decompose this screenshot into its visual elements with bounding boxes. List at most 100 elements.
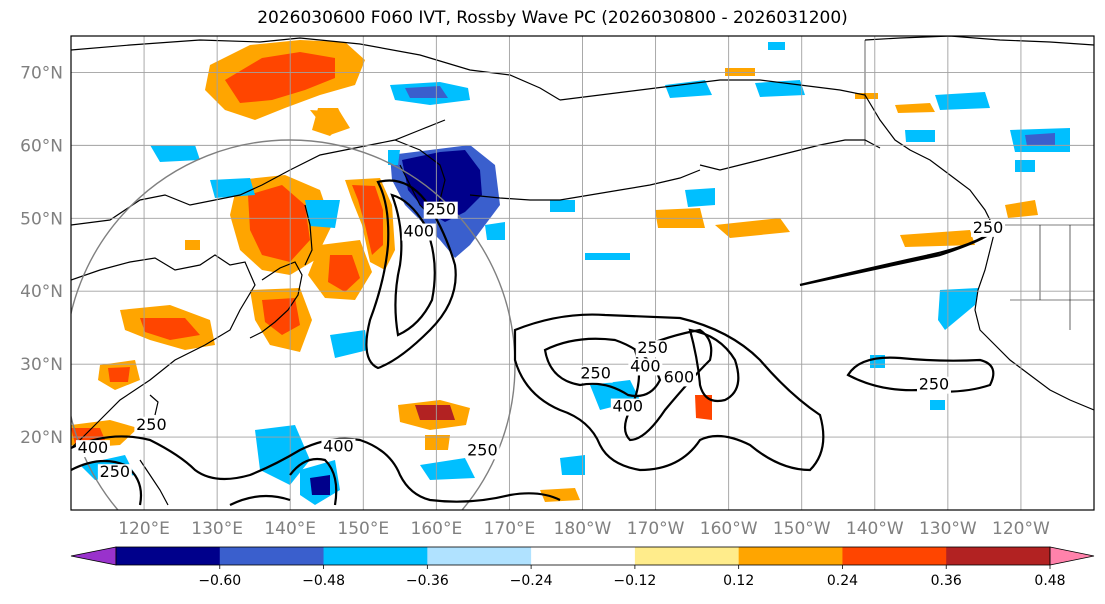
map-border: [70, 35, 1095, 511]
longitude-tick-label: 130°E: [191, 519, 243, 539]
pc-positive-patch: [540, 488, 580, 502]
pc-positive-patch: [185, 240, 200, 250]
pc-negative-patch: [768, 42, 785, 50]
contour-label: 250: [467, 440, 498, 459]
coastline-alaska-peninsula: [699, 139, 881, 171]
contour-label: 400: [613, 397, 644, 416]
colorbar-extend-high: [1049, 546, 1095, 566]
longitude-tick-label: 120°E: [118, 519, 170, 539]
ivt-contours: [71, 179, 996, 506]
contour-label-background: [134, 416, 169, 434]
pc-negative-patch: [150, 145, 200, 162]
longitude-tick-label: 160°E: [411, 519, 463, 539]
pc-negative-patch: [405, 86, 448, 98]
reference-circle: [71, 139, 516, 510]
ivt-contour: [846, 356, 995, 393]
latitude-tick-label: 70°N: [20, 63, 63, 83]
pc-negative-patch: [388, 150, 400, 165]
ivt-contour: [543, 337, 662, 398]
colorbar-bin: [738, 547, 843, 565]
longitude-tick-label: 150°W: [773, 519, 831, 539]
longitude-tick-label: 170°E: [484, 519, 536, 539]
contour-label-background: [465, 442, 500, 460]
colorbar-bin: [427, 547, 532, 565]
colorbar-tick-label: −0.12: [613, 573, 656, 589]
colorbar-tick-label: −0.24: [510, 573, 553, 589]
longitude-tick-label: 130°W: [919, 519, 977, 539]
coastline-philippines: [139, 459, 169, 506]
pc-positive-patch: [225, 52, 335, 103]
colorbar-bin: [842, 547, 947, 565]
colorbar-bin: [946, 547, 1051, 565]
contour-label-background: [661, 369, 696, 387]
ivt-contour: [229, 494, 291, 506]
pc-positive-patch: [108, 367, 130, 382]
latitude-tick-label: 20°N: [20, 428, 63, 448]
colorbar-bin: [531, 547, 636, 565]
pc-positive-patch: [695, 395, 712, 420]
colorbar-tick-label: 0.48: [1034, 573, 1065, 589]
pc-negative-patch: [485, 222, 505, 240]
coastline-asia-east: [71, 119, 446, 226]
pc-positive-patch: [425, 435, 450, 450]
coastline-aleutians: [469, 169, 701, 201]
contour-label: 400: [78, 438, 109, 457]
longitude-tick-label: 170°W: [627, 519, 685, 539]
colorbar-bin: [634, 547, 740, 565]
colorbar-bin: [323, 547, 428, 565]
pc-negative-patch: [255, 425, 310, 485]
coastline-kamchatka: [394, 139, 446, 216]
coastline-japan: [249, 261, 303, 339]
pc-positive-patch: [248, 185, 310, 262]
contour-label: 400: [323, 437, 354, 456]
pc-positive-patch: [140, 318, 200, 340]
coastlines: [71, 36, 1094, 506]
contour-label-background: [610, 398, 645, 416]
longitude-tick-label: 120°W: [992, 519, 1050, 539]
latitude-tick-label: 60°N: [20, 136, 63, 156]
contour-label-background: [423, 201, 458, 219]
contour-label-background: [321, 438, 356, 456]
pc-positive-patch: [328, 255, 360, 292]
ivt-contour: [513, 313, 825, 472]
pc-positive-patch: [352, 185, 383, 255]
contour-label: 250: [100, 462, 131, 481]
contour-label: 250: [136, 415, 167, 434]
contour-label: 250: [580, 364, 611, 383]
longitude-tick-label: 150°E: [337, 519, 389, 539]
pc-positive-patch: [415, 405, 455, 420]
chart-title: 2026030600 F060 IVT, Rossby Wave PC (202…: [257, 8, 848, 28]
contour-label: 600: [664, 367, 695, 386]
colorbar-extend-low: [70, 546, 117, 566]
pc-positive-patch: [715, 218, 790, 238]
pc-negative-patch: [665, 80, 712, 98]
colorbar-tick-label: −0.36: [406, 573, 449, 589]
contour-label: 250: [637, 338, 668, 357]
coastline-asia-north: [71, 37, 561, 101]
latitude-tick-label: 50°N: [20, 209, 63, 229]
coastline-north-america-west: [974, 229, 1094, 411]
longitude-labels: 120°E 130°E 140°E 150°E 160°E 170°E 180°W 170°W…: [118, 519, 1050, 539]
colorbar-bin: [219, 547, 325, 565]
pc-positive-patch: [725, 68, 755, 76]
colorbar-tick-label: 0.12: [723, 573, 754, 589]
coastline-arctic-canada: [864, 36, 1094, 46]
contour-label-background: [75, 440, 110, 458]
pc-negative-patch: [310, 475, 330, 495]
ivt-contour: [289, 457, 338, 506]
pc-negative-patch: [1025, 133, 1055, 146]
contour-label-background: [97, 464, 132, 482]
pc-negative-patch: [905, 130, 935, 142]
latitude-tick-label: 40°N: [20, 282, 63, 302]
political-borders: [864, 40, 1094, 330]
colorbar: −0.60 −0.48 −0.36 −0.24 −0.12 0.12 0.24 0.36 0.4…: [70, 546, 1095, 589]
pc-negative-patch: [560, 455, 585, 475]
contour-label: 250: [919, 375, 950, 394]
pc-negative-patch: [935, 92, 990, 110]
reference-circle-group: [71, 139, 516, 510]
border-us-states: [1010, 225, 1094, 330]
pc-positive-patch: [895, 103, 935, 113]
colorbar-outline: [115, 546, 1051, 566]
colorbar-tick-label: −0.60: [198, 573, 241, 589]
